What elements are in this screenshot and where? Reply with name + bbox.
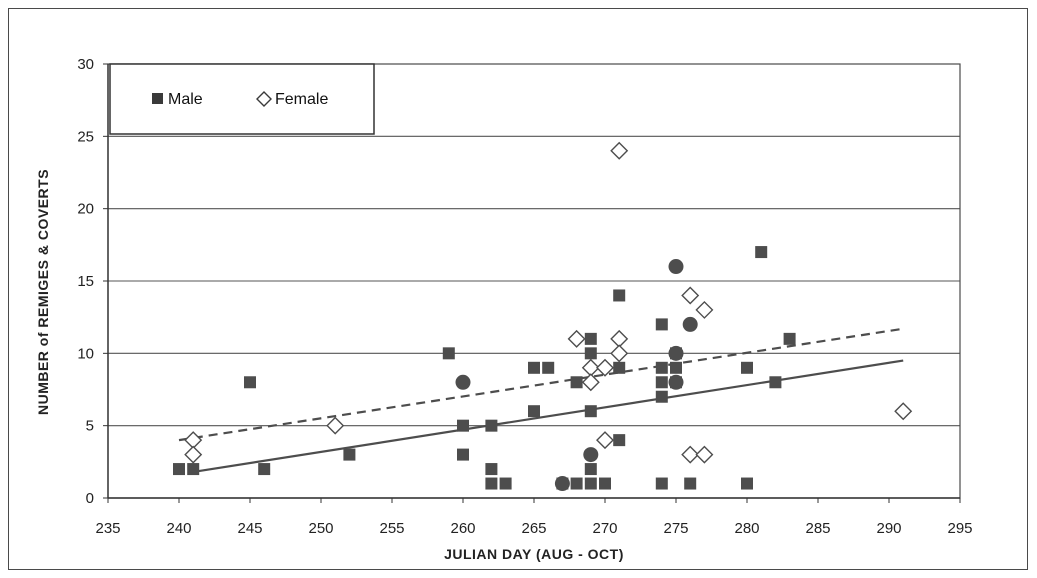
x-tick-label-240: 240 [166, 520, 191, 537]
legend-female-marker [256, 91, 272, 107]
male-point [485, 477, 498, 490]
male-point [570, 376, 583, 389]
female-point [610, 141, 629, 160]
male-point [584, 405, 597, 418]
x-tick-label-270: 270 [592, 520, 617, 537]
female-point [894, 402, 913, 421]
male-point [187, 463, 200, 476]
female-point [581, 373, 600, 392]
male-point [755, 246, 768, 259]
male-point [655, 376, 668, 389]
y-tick-label-0: 0 [86, 490, 94, 507]
data-points [173, 141, 913, 492]
x-tick-label-280: 280 [734, 520, 759, 537]
male-point [343, 448, 356, 461]
x-tick-label-265: 265 [521, 520, 546, 537]
male-point [442, 347, 455, 360]
male-point [528, 361, 540, 374]
x-tick-label-260: 260 [450, 520, 475, 537]
female-point [610, 344, 629, 363]
male-point [613, 434, 626, 447]
male-point [684, 477, 697, 490]
male-point [655, 318, 668, 331]
female-point [681, 286, 700, 305]
male-point [244, 376, 256, 389]
male-point [570, 477, 583, 490]
male-point [457, 419, 469, 432]
male-point [173, 463, 185, 476]
y-tick-label-25: 25 [77, 128, 94, 145]
male-point [485, 419, 498, 432]
male-point [584, 463, 597, 476]
male-point [741, 477, 753, 490]
overlap-point [668, 374, 684, 390]
overlap-point [668, 345, 684, 361]
x-tick-label-290: 290 [876, 520, 901, 537]
female-point [184, 445, 203, 464]
overlap-point [682, 316, 698, 332]
male-point [584, 332, 597, 345]
female-point [326, 416, 345, 435]
female-point [681, 445, 700, 464]
male-point [542, 361, 555, 374]
y-tick-label-30: 30 [77, 56, 94, 73]
y-tick-label-20: 20 [77, 201, 94, 218]
male-point [655, 390, 668, 403]
y-tick-label-10: 10 [77, 345, 94, 362]
male-point [584, 477, 597, 490]
male-point [741, 361, 753, 374]
overlap-point [554, 476, 570, 492]
legend-box [109, 63, 375, 135]
x-tick-label-235: 235 [95, 520, 120, 537]
trendline-male [193, 359, 904, 474]
male-point [655, 361, 668, 374]
female-point [695, 300, 714, 319]
y-axis-label: NUMBER of REMIGES & COVERTS [35, 169, 51, 415]
legend-male-label: Male [168, 91, 203, 108]
male-point [457, 448, 469, 461]
male-point [599, 477, 611, 490]
x-tick-label-275: 275 [663, 520, 688, 537]
male-point [670, 361, 682, 374]
legend-female-label: Female [275, 91, 328, 108]
tick-labels: 235 240 245 250 255 260 265 270 275 280 285 290 2950… [77, 56, 972, 537]
male-point [499, 477, 512, 490]
male-point [655, 477, 668, 490]
male-point [769, 376, 782, 389]
female-point [695, 445, 714, 464]
male-point [258, 463, 271, 476]
male-point [613, 361, 626, 374]
overlap-point [583, 447, 599, 463]
overlap-point [668, 259, 684, 275]
y-tick-label-15: 15 [77, 273, 94, 290]
male-point [584, 347, 597, 360]
x-tick-label-245: 245 [237, 520, 262, 537]
legend-male-marker [152, 93, 163, 104]
x-tick-label-285: 285 [805, 520, 830, 537]
legend: Male Female [109, 63, 375, 135]
x-tick-label-250: 250 [308, 520, 333, 537]
female-point [567, 329, 586, 348]
trendlines [178, 327, 904, 474]
male-point [528, 405, 540, 418]
male-point [613, 289, 626, 302]
overlap-point [455, 374, 471, 390]
y-tick-label-5: 5 [86, 418, 94, 435]
axes [103, 63, 961, 503]
female-point [596, 431, 614, 450]
x-tick-label-295: 295 [947, 520, 972, 537]
male-point [485, 463, 498, 476]
male-point [783, 332, 796, 345]
trendline-female [178, 327, 904, 442]
x-tick-label-255: 255 [379, 520, 404, 537]
x-axis-label: JULIAN DAY (AUG - OCT) [444, 546, 624, 562]
female-point [596, 358, 614, 377]
chart-frame [8, 8, 1028, 570]
